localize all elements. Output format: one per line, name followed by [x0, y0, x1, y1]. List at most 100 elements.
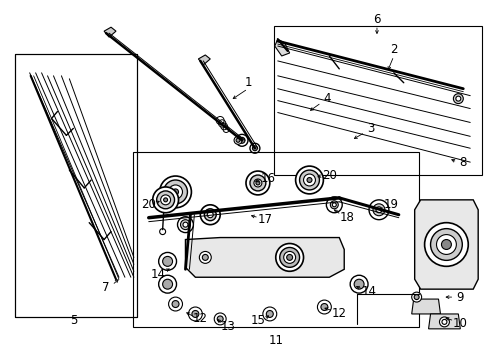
Text: 7: 7	[102, 281, 110, 294]
Circle shape	[234, 136, 242, 144]
Bar	[133, 152, 418, 327]
Text: 9: 9	[456, 291, 463, 303]
Circle shape	[295, 166, 323, 194]
Circle shape	[158, 275, 176, 293]
Circle shape	[200, 205, 220, 225]
Polygon shape	[427, 314, 459, 329]
Bar	[15, 54, 137, 317]
Circle shape	[156, 191, 174, 209]
Polygon shape	[274, 39, 289, 56]
Circle shape	[375, 207, 381, 213]
Circle shape	[236, 134, 247, 146]
Text: 14: 14	[151, 268, 166, 281]
Circle shape	[188, 307, 202, 321]
Circle shape	[275, 243, 303, 271]
Circle shape	[160, 176, 191, 208]
Circle shape	[172, 301, 179, 307]
Text: 4: 4	[323, 92, 330, 105]
Circle shape	[266, 310, 273, 318]
Polygon shape	[198, 55, 210, 65]
Circle shape	[286, 255, 292, 260]
Circle shape	[349, 275, 367, 293]
Circle shape	[253, 179, 262, 187]
Circle shape	[214, 313, 225, 325]
Circle shape	[163, 279, 172, 289]
Text: 3: 3	[366, 122, 374, 135]
Circle shape	[249, 143, 259, 153]
Circle shape	[413, 294, 418, 300]
Text: 5: 5	[69, 314, 77, 327]
Circle shape	[163, 198, 167, 202]
Circle shape	[245, 171, 269, 195]
Polygon shape	[414, 200, 477, 289]
Circle shape	[332, 203, 336, 207]
Text: 11: 11	[268, 334, 283, 347]
Text: 14: 14	[361, 285, 376, 298]
Circle shape	[163, 256, 172, 266]
Circle shape	[439, 317, 448, 327]
Bar	[273, 26, 481, 175]
Circle shape	[306, 177, 311, 183]
Text: 12: 12	[192, 312, 207, 325]
Text: 19: 19	[383, 198, 398, 211]
Text: 17: 17	[257, 213, 272, 226]
Text: 15: 15	[250, 314, 265, 327]
Circle shape	[180, 220, 190, 230]
Circle shape	[455, 96, 460, 101]
Circle shape	[283, 251, 295, 264]
Circle shape	[217, 316, 223, 322]
Circle shape	[204, 209, 216, 221]
Circle shape	[452, 94, 462, 104]
Circle shape	[263, 307, 276, 321]
Circle shape	[429, 229, 461, 260]
Circle shape	[249, 175, 265, 191]
Circle shape	[239, 137, 244, 143]
Circle shape	[199, 251, 211, 264]
Text: 20: 20	[141, 198, 156, 211]
Circle shape	[202, 255, 208, 260]
Circle shape	[236, 138, 240, 142]
Circle shape	[303, 174, 315, 186]
Text: 2: 2	[389, 42, 397, 55]
Circle shape	[299, 170, 319, 190]
Circle shape	[441, 239, 450, 249]
Bar	[15, 54, 137, 317]
Circle shape	[279, 247, 299, 267]
Circle shape	[330, 201, 338, 209]
Text: 6: 6	[372, 13, 380, 26]
Text: 1: 1	[244, 76, 251, 89]
Polygon shape	[185, 238, 344, 277]
Circle shape	[317, 300, 331, 314]
Circle shape	[152, 187, 178, 213]
Circle shape	[207, 212, 213, 218]
Circle shape	[163, 180, 187, 204]
Text: 10: 10	[452, 318, 467, 330]
Circle shape	[424, 223, 468, 266]
Circle shape	[372, 204, 384, 216]
Circle shape	[252, 146, 257, 151]
Circle shape	[191, 310, 199, 318]
Circle shape	[436, 235, 455, 255]
Circle shape	[168, 185, 182, 199]
Circle shape	[160, 229, 165, 235]
Circle shape	[183, 222, 187, 227]
Circle shape	[320, 303, 327, 310]
Circle shape	[177, 217, 193, 233]
Circle shape	[368, 200, 388, 220]
Text: 13: 13	[220, 320, 235, 333]
Circle shape	[161, 195, 170, 205]
Circle shape	[158, 252, 176, 270]
Circle shape	[255, 181, 259, 185]
Text: 12: 12	[331, 307, 346, 320]
Text: 16: 16	[260, 171, 275, 185]
Text: 8: 8	[459, 156, 466, 168]
Circle shape	[353, 279, 364, 289]
Circle shape	[325, 197, 342, 213]
Circle shape	[168, 297, 182, 311]
Text: 20: 20	[321, 168, 336, 181]
Polygon shape	[411, 299, 440, 314]
Text: 18: 18	[339, 211, 354, 224]
Circle shape	[172, 189, 178, 195]
Polygon shape	[104, 27, 116, 37]
Circle shape	[411, 292, 421, 302]
